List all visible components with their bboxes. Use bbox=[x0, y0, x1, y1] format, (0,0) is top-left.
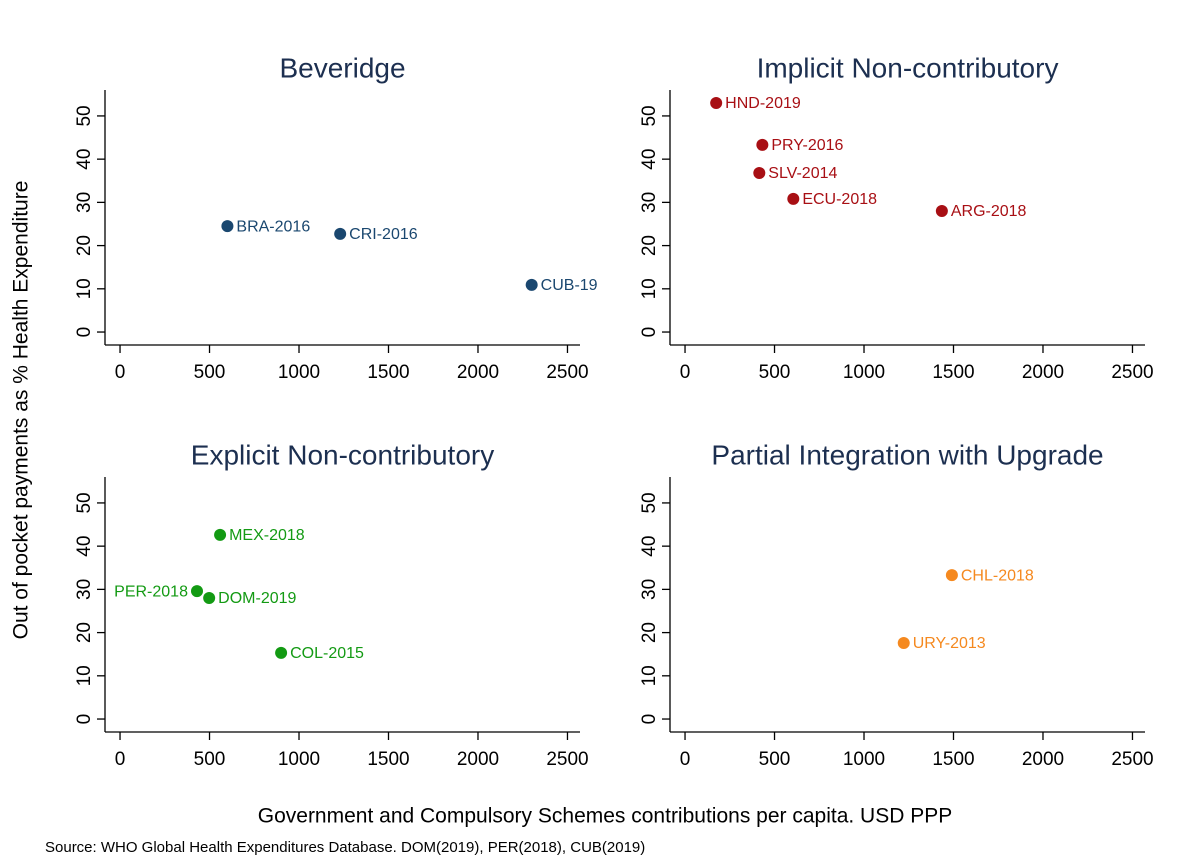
point bbox=[525, 278, 538, 291]
y-tick-label: 50 bbox=[74, 492, 95, 513]
y-tick-label: 10 bbox=[74, 665, 95, 686]
x-tick-label: 500 bbox=[194, 749, 226, 770]
y-tick-label: 30 bbox=[639, 192, 660, 213]
x-tick-label: 2000 bbox=[457, 362, 499, 383]
point bbox=[190, 585, 203, 598]
x-tick-label: 1000 bbox=[843, 749, 885, 770]
y-tick-label: 10 bbox=[639, 278, 660, 299]
point-label: CHL-2018 bbox=[961, 567, 1034, 584]
point bbox=[935, 205, 948, 218]
panel-title: Beveridge bbox=[279, 52, 405, 83]
y-tick-label: 10 bbox=[74, 278, 95, 299]
x-tick-label: 1500 bbox=[367, 749, 409, 770]
point-label: PER-2018 bbox=[114, 583, 188, 600]
y-tick-label: 20 bbox=[74, 622, 95, 643]
point-label: MEX-2018 bbox=[229, 527, 305, 544]
x-tick-label: 0 bbox=[680, 362, 691, 383]
point bbox=[756, 138, 769, 151]
x-tick-label: 1500 bbox=[932, 362, 974, 383]
point bbox=[203, 592, 216, 605]
point-label: COL-2015 bbox=[290, 645, 364, 662]
point bbox=[214, 528, 227, 541]
y-tick-label: 30 bbox=[74, 579, 95, 600]
point-label: CRI-2016 bbox=[349, 226, 418, 243]
x-tick-label: 2000 bbox=[1022, 749, 1064, 770]
point-label: CUB-19 bbox=[541, 277, 598, 294]
point-label: ECU-2018 bbox=[802, 191, 877, 208]
point bbox=[221, 220, 234, 233]
point bbox=[334, 227, 347, 240]
x-tick-label: 0 bbox=[115, 362, 126, 383]
y-tick-label: 0 bbox=[74, 714, 95, 725]
point bbox=[710, 96, 723, 109]
panel-title: Partial Integration with Upgrade bbox=[711, 439, 1103, 470]
point bbox=[787, 192, 800, 205]
x-tick-label: 500 bbox=[759, 362, 791, 383]
x-tick-label: 0 bbox=[115, 749, 126, 770]
point-label: HND-2019 bbox=[725, 95, 801, 112]
x-tick-label: 2500 bbox=[546, 362, 588, 383]
point-label: BRA-2016 bbox=[236, 218, 310, 235]
x-tick-label: 1000 bbox=[278, 749, 320, 770]
x-tick-label: 2000 bbox=[1022, 362, 1064, 383]
x-tick-label: 2000 bbox=[457, 749, 499, 770]
y-tick-label: 0 bbox=[639, 327, 660, 338]
point bbox=[753, 166, 766, 179]
y-tick-label: 20 bbox=[639, 622, 660, 643]
y-tick-label: 30 bbox=[639, 579, 660, 600]
x-tick-label: 500 bbox=[759, 749, 791, 770]
point-label: DOM-2019 bbox=[218, 590, 296, 607]
panel-title: Explicit Non-contributory bbox=[191, 439, 494, 470]
source-note: Source: WHO Global Health Expenditures D… bbox=[45, 839, 645, 856]
panel-title: Implicit Non-contributory bbox=[757, 52, 1059, 83]
y-tick-label: 0 bbox=[74, 327, 95, 338]
x-tick-label: 2500 bbox=[1111, 749, 1153, 770]
point bbox=[945, 569, 958, 582]
point-label: URY-2013 bbox=[913, 635, 986, 652]
x-tick-label: 1500 bbox=[367, 362, 409, 383]
x-tick-label: 0 bbox=[680, 749, 691, 770]
y-tick-label: 50 bbox=[74, 105, 95, 126]
x-tick-label: 2500 bbox=[1111, 362, 1153, 383]
y-tick-label: 40 bbox=[74, 149, 95, 170]
y-tick-label: 10 bbox=[639, 665, 660, 686]
point-label: ARG-2018 bbox=[951, 203, 1027, 220]
y-tick-label: 50 bbox=[639, 492, 660, 513]
y-tick-label: 30 bbox=[74, 192, 95, 213]
point bbox=[275, 646, 288, 659]
x-tick-label: 2500 bbox=[546, 749, 588, 770]
y-tick-label: 20 bbox=[74, 235, 95, 256]
y-tick-label: 20 bbox=[639, 235, 660, 256]
y-tick-label: 40 bbox=[74, 536, 95, 557]
y-tick-label: 50 bbox=[639, 105, 660, 126]
x-tick-label: 1500 bbox=[932, 749, 974, 770]
point-label: PRY-2016 bbox=[771, 137, 843, 154]
point bbox=[897, 636, 910, 649]
y-tick-label: 40 bbox=[639, 149, 660, 170]
point-label: SLV-2014 bbox=[768, 165, 837, 182]
y-axis-label: Out of pocket payments as % Health Expen… bbox=[10, 181, 33, 640]
x-tick-label: 1000 bbox=[278, 362, 320, 383]
x-tick-label: 1000 bbox=[843, 362, 885, 383]
y-tick-label: 40 bbox=[639, 536, 660, 557]
x-tick-label: 500 bbox=[194, 362, 226, 383]
y-tick-label: 0 bbox=[639, 714, 660, 725]
x-axis-label: Government and Compulsory Schemes contri… bbox=[258, 805, 953, 828]
